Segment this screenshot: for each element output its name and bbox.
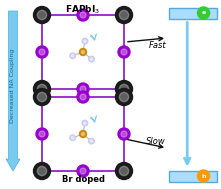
Circle shape <box>198 170 210 182</box>
Text: e: e <box>201 11 206 15</box>
Text: Fast: Fast <box>148 40 166 50</box>
Circle shape <box>36 46 48 58</box>
Circle shape <box>116 88 133 105</box>
Circle shape <box>121 131 127 137</box>
Bar <box>169 8 217 19</box>
Circle shape <box>71 54 74 57</box>
Circle shape <box>118 46 130 58</box>
Text: Slow: Slow <box>146 136 166 146</box>
Circle shape <box>121 49 127 55</box>
Circle shape <box>37 166 47 176</box>
Circle shape <box>81 50 85 53</box>
Circle shape <box>116 6 133 23</box>
Circle shape <box>119 84 129 94</box>
Circle shape <box>71 136 74 139</box>
Circle shape <box>34 88 51 105</box>
Circle shape <box>80 130 86 138</box>
Text: Decreased NA Coupling: Decreased NA Coupling <box>11 49 15 123</box>
Circle shape <box>80 86 86 92</box>
Circle shape <box>37 84 47 94</box>
Circle shape <box>82 120 88 126</box>
Circle shape <box>70 53 75 59</box>
Circle shape <box>119 166 129 176</box>
Bar <box>169 170 217 181</box>
Text: h: h <box>201 174 206 178</box>
Circle shape <box>89 56 94 62</box>
Circle shape <box>119 10 129 20</box>
Circle shape <box>34 81 51 98</box>
Circle shape <box>116 81 133 98</box>
Circle shape <box>198 7 210 19</box>
Bar <box>42 15 124 89</box>
Circle shape <box>70 135 75 141</box>
Circle shape <box>37 10 47 20</box>
Circle shape <box>39 49 45 55</box>
Text: FAPbI$_3$: FAPbI$_3$ <box>65 4 101 16</box>
Bar <box>42 97 124 171</box>
Circle shape <box>80 49 86 56</box>
Circle shape <box>84 122 86 124</box>
Circle shape <box>77 165 89 177</box>
Circle shape <box>37 92 47 102</box>
Circle shape <box>89 138 94 144</box>
Circle shape <box>116 163 133 180</box>
Circle shape <box>80 168 86 174</box>
Circle shape <box>34 6 51 23</box>
Circle shape <box>81 132 85 136</box>
Circle shape <box>80 94 86 100</box>
Circle shape <box>82 38 88 44</box>
Circle shape <box>84 40 86 42</box>
Circle shape <box>90 140 93 142</box>
Circle shape <box>90 58 93 60</box>
Circle shape <box>80 12 86 18</box>
Circle shape <box>34 163 51 180</box>
Circle shape <box>36 128 48 140</box>
Circle shape <box>77 83 89 95</box>
Circle shape <box>77 91 89 103</box>
Circle shape <box>77 9 89 21</box>
Circle shape <box>119 92 129 102</box>
Circle shape <box>118 128 130 140</box>
Circle shape <box>39 131 45 137</box>
Polygon shape <box>6 11 20 171</box>
Text: Br doped: Br doped <box>61 175 105 184</box>
